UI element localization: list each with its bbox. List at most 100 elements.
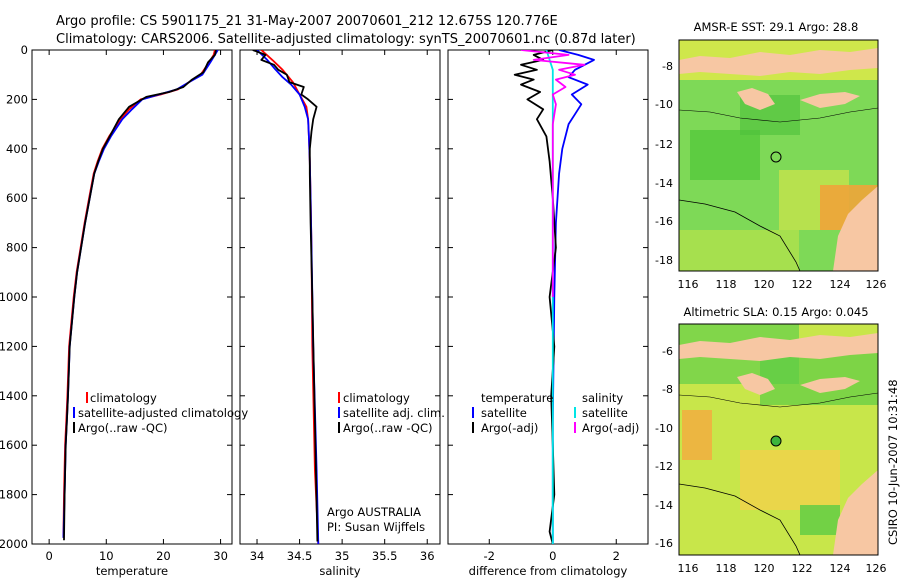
depth-tick-label: 0 xyxy=(21,43,28,57)
depth-tick-label: 1000 xyxy=(0,290,28,304)
sla-map-title: Altimetric SLA: 0.15 Argo: 0.045 xyxy=(683,305,868,319)
sla-xtick: 120 xyxy=(754,562,775,575)
difference-series-blue xyxy=(551,50,595,544)
sst-map-frame xyxy=(678,39,879,272)
legend-temperature-heading: temperature xyxy=(481,391,553,405)
difference-legend: temperature satellite Argo(-adj) salinit… xyxy=(472,391,639,435)
difference-axes-frame xyxy=(447,49,649,545)
legend-magenta-swatch xyxy=(574,422,576,433)
temperature-xtick-label: 0 xyxy=(45,549,52,563)
sst-map-title: AMSR-E SST: 29.1 Argo: 28.8 xyxy=(694,20,859,34)
sla-land xyxy=(800,377,860,393)
sla-map-frame xyxy=(678,323,879,556)
depth-tick-label: 600 xyxy=(6,191,28,205)
difference-series-group xyxy=(513,50,595,544)
sla-map: Altimetric SLA: 0.15 Argo: 0.045 -6 -8 -… xyxy=(655,305,886,575)
sla-xtick: 118 xyxy=(716,562,737,575)
difference-series-black xyxy=(513,50,557,544)
difference-xtick-label: -2 xyxy=(484,549,495,563)
legend-satellite-adjusted: satellite-adjusted climatology xyxy=(78,406,248,420)
temperature-xtick-label: 10 xyxy=(99,549,114,563)
legend-climatology: climatology xyxy=(343,391,410,405)
csiro-timestamp: CSIRO 10-Jun-2007 10:31:48 xyxy=(886,379,900,545)
legend-sal-argo: Argo(-adj) xyxy=(582,421,639,435)
legend-temp-satellite: satellite xyxy=(481,406,527,420)
sst-bathymetry xyxy=(679,107,878,123)
depth-tick-label: 1400 xyxy=(0,389,28,403)
salinity-xtick-label: 36 xyxy=(420,549,435,563)
temperature-series-red xyxy=(62,50,216,538)
figure-title-line2: Climatology: CARS2006. Satellite-adjuste… xyxy=(56,32,636,47)
sst-ytick: -8 xyxy=(662,60,673,73)
sla-land xyxy=(833,470,878,555)
salinity-series-group xyxy=(252,50,320,544)
depth-tick-label: 1200 xyxy=(0,339,28,353)
sla-land xyxy=(737,373,775,395)
sst-argo-marker xyxy=(770,151,782,163)
sla-xtick: 124 xyxy=(830,562,851,575)
sst-ytick: -12 xyxy=(655,138,673,151)
salinity-series-red xyxy=(260,50,320,544)
difference-axis-label: difference from climatology xyxy=(469,564,628,578)
temperature-series-group xyxy=(62,50,219,541)
legend-argo: Argo(..raw -QC) xyxy=(343,421,433,435)
salinity-series-black xyxy=(252,50,319,542)
salinity-xtick-label: 35 xyxy=(335,549,350,563)
sla-ytick: -6 xyxy=(662,345,673,358)
sst-xtick: 120 xyxy=(754,278,775,291)
sst-land xyxy=(800,92,860,108)
argo-australia-note: Argo AUSTRALIA xyxy=(327,505,421,519)
salinity-legend: climatology satellite adj. clim. Argo(..… xyxy=(327,391,445,534)
legend-climatology: climatology xyxy=(90,391,157,405)
legend-black-swatch xyxy=(73,422,75,433)
temperature-legend: climatology satellite-adjusted climatolo… xyxy=(73,391,248,435)
legend-black-swatch xyxy=(472,422,474,433)
sla-xtick: 122 xyxy=(792,562,813,575)
temperature-series-black xyxy=(63,50,217,541)
sst-bottom-band xyxy=(679,230,799,271)
temperature-xtick-label: 30 xyxy=(213,549,228,563)
sst-bathymetry xyxy=(679,199,801,271)
sst-xtick: 122 xyxy=(792,278,813,291)
sst-xtick: 118 xyxy=(716,278,737,291)
sst-cool-patch xyxy=(690,130,760,180)
sst-land xyxy=(833,186,878,271)
legend-cyan-swatch xyxy=(574,407,576,418)
sst-map: AMSR-E SST: 29.1 Argo: 28.8 -8 -10 -12 -… xyxy=(655,20,886,291)
sst-xtick: 116 xyxy=(678,278,699,291)
depth-tick-label: 800 xyxy=(6,241,28,255)
temperature-panel: 0 10 20 30 0 200 400 600 800 1000 1200 1400 1600 1800… xyxy=(0,43,233,578)
sst-land xyxy=(679,48,878,76)
sla-xtick: 126 xyxy=(866,562,887,575)
depth-tick-label: 2000 xyxy=(0,537,28,551)
sla-ytick: -10 xyxy=(655,422,673,435)
legend-red-swatch xyxy=(338,392,340,403)
salinity-series-blue xyxy=(256,50,320,544)
difference-xtick-label: 0 xyxy=(549,549,556,563)
difference-xtick-label: 2 xyxy=(613,549,620,563)
temperature-xtick-label: 20 xyxy=(156,549,171,563)
sst-xtick: 124 xyxy=(830,278,851,291)
legend-blue-swatch xyxy=(73,407,75,418)
sla-yellow-patch xyxy=(740,450,840,510)
legend-sal-satellite: satellite xyxy=(582,406,628,420)
sst-ytick: -18 xyxy=(655,254,673,267)
profile-panels: 0 10 20 30020040060080010001200140016001800… xyxy=(0,43,649,578)
sla-xtick: 116 xyxy=(678,562,699,575)
sst-ytick: -10 xyxy=(655,98,673,111)
sla-ytick: -12 xyxy=(655,460,673,473)
sla-bathymetry xyxy=(679,392,878,408)
sla-map-x-ticks: 116 118 120 122 124 126 xyxy=(678,562,887,575)
sst-ytick: -16 xyxy=(655,215,673,228)
figure-title-line1: Argo profile: CS 5901175_21 31-May-2007 … xyxy=(56,14,558,29)
salinity-xtick-label: 34.5 xyxy=(287,549,313,563)
sst-ytick: -14 xyxy=(655,177,673,190)
sla-bathymetry xyxy=(679,483,801,555)
legend-red-swatch xyxy=(86,392,88,403)
depth-tick-label: 200 xyxy=(6,92,28,106)
sst-map-y-ticks: -8 -10 -12 -14 -16 -18 xyxy=(655,60,673,267)
sst-xtick: 126 xyxy=(866,278,887,291)
sst-land xyxy=(737,88,775,110)
salinity-axis-label: salinity xyxy=(319,564,360,578)
